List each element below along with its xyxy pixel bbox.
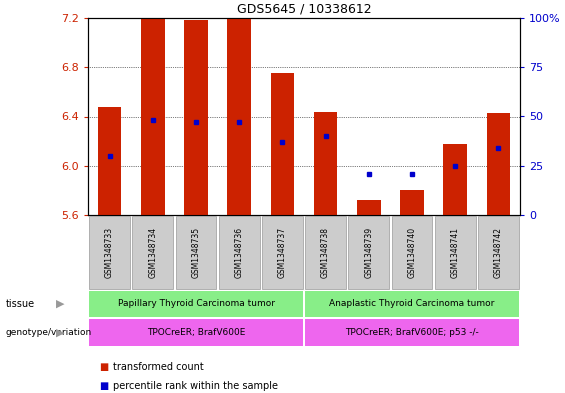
Text: Anaplastic Thyroid Carcinoma tumor: Anaplastic Thyroid Carcinoma tumor — [329, 299, 495, 309]
Bar — [357, 200, 381, 215]
Text: ■: ■ — [99, 362, 108, 372]
Bar — [141, 19, 164, 215]
Bar — [89, 291, 303, 317]
Text: ▶: ▶ — [56, 327, 64, 338]
Bar — [89, 319, 303, 346]
Text: GSM1348742: GSM1348742 — [494, 227, 503, 278]
Text: transformed count: transformed count — [114, 362, 204, 372]
Bar — [478, 217, 519, 288]
Bar — [133, 217, 173, 288]
Bar — [314, 112, 337, 215]
Text: TPOCreER; BrafV600E: TPOCreER; BrafV600E — [147, 328, 245, 337]
Text: Papillary Thyroid Carcinoma tumor: Papillary Thyroid Carcinoma tumor — [118, 299, 275, 309]
Text: ■: ■ — [99, 381, 108, 391]
Bar — [486, 113, 510, 215]
Bar — [349, 217, 389, 288]
Bar — [89, 217, 130, 288]
Text: GSM1348736: GSM1348736 — [234, 227, 244, 278]
Text: TPOCreER; BrafV600E; p53 -/-: TPOCreER; BrafV600E; p53 -/- — [345, 328, 479, 337]
Bar — [444, 143, 467, 215]
Bar — [219, 217, 259, 288]
Text: GSM1348738: GSM1348738 — [321, 227, 330, 278]
Bar — [184, 20, 208, 215]
Bar — [271, 73, 294, 215]
Bar — [176, 217, 216, 288]
Text: ▶: ▶ — [56, 299, 64, 309]
Text: GSM1348737: GSM1348737 — [278, 227, 287, 278]
Bar — [262, 217, 303, 288]
Bar — [227, 19, 251, 215]
Text: genotype/variation: genotype/variation — [6, 328, 92, 337]
Bar — [305, 217, 346, 288]
Text: percentile rank within the sample: percentile rank within the sample — [114, 381, 279, 391]
Bar — [392, 217, 432, 288]
Bar — [305, 291, 519, 317]
Text: GSM1348739: GSM1348739 — [364, 227, 373, 278]
Text: GSM1348741: GSM1348741 — [451, 227, 460, 278]
Text: GSM1348734: GSM1348734 — [148, 227, 157, 278]
Text: GSM1348733: GSM1348733 — [105, 227, 114, 278]
Title: GDS5645 / 10338612: GDS5645 / 10338612 — [237, 2, 371, 15]
Text: GSM1348735: GSM1348735 — [192, 227, 201, 278]
Text: tissue: tissue — [6, 299, 35, 309]
Bar — [98, 107, 121, 215]
Bar — [435, 217, 476, 288]
Text: GSM1348740: GSM1348740 — [407, 227, 416, 278]
Bar — [400, 190, 424, 215]
Bar — [305, 319, 519, 346]
